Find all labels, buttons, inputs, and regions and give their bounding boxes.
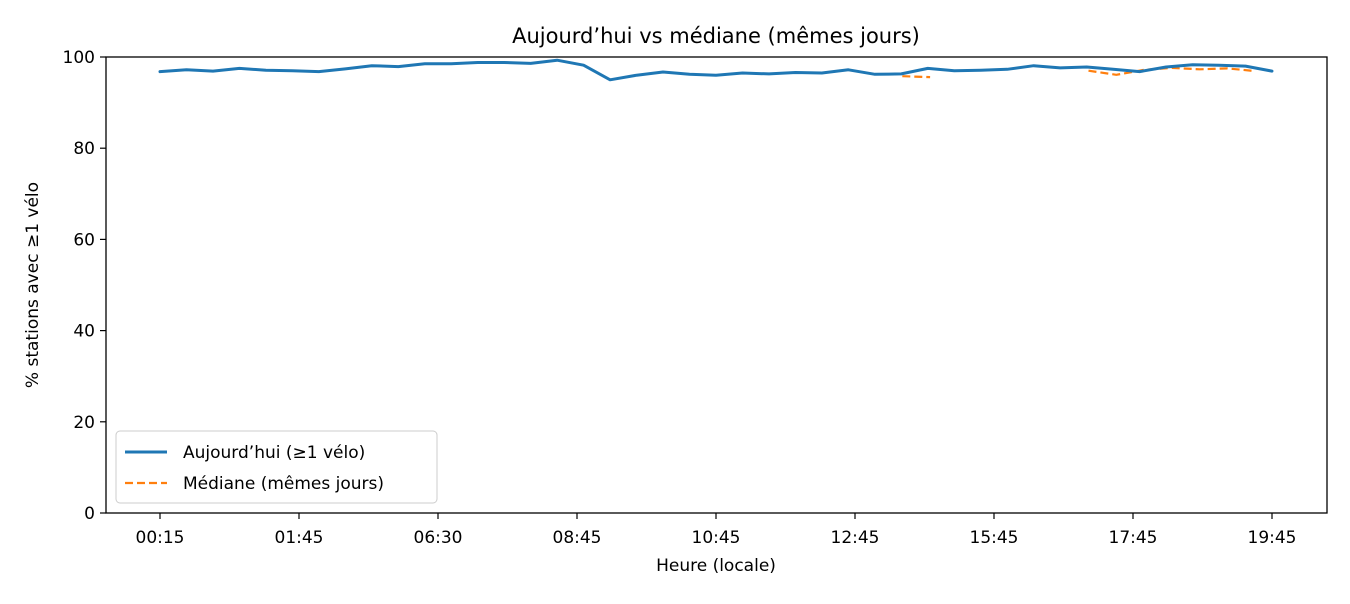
x-tick-label: 10:45 <box>692 528 741 548</box>
y-tick-label: 80 <box>73 139 95 159</box>
legend: Aujourd’hui (≥1 vélo) Médiane (mêmes jou… <box>115 430 438 504</box>
y-tick-label: 60 <box>73 230 95 250</box>
legend-box <box>115 430 438 504</box>
x-tick-label: 08:45 <box>553 528 602 548</box>
legend-label-today: Aujourd’hui (≥1 vélo) <box>183 443 365 463</box>
y-axis-label: % stations avec ≥1 vélo <box>23 182 43 388</box>
x-tick-label: 15:45 <box>970 528 1019 548</box>
series-today-line <box>158 58 1274 82</box>
y-tick-label: 0 <box>84 504 95 524</box>
y-axis: 0 20 40 60 80 100 <box>63 48 106 524</box>
y-tick-label: 100 <box>63 48 95 68</box>
series-median-line <box>902 75 931 79</box>
plot-area <box>158 58 1274 82</box>
x-tick-label: 01:45 <box>275 528 324 548</box>
y-tick-label: 20 <box>73 413 95 433</box>
x-tick-label: 06:30 <box>414 528 463 548</box>
y-tick-label: 40 <box>73 322 95 342</box>
x-tick-label: 17:45 <box>1109 528 1158 548</box>
x-axis-label: Heure (locale) <box>656 556 776 576</box>
legend-label-median: Médiane (mêmes jours) <box>183 474 384 494</box>
chart-title: Aujourd’hui vs médiane (mêmes jours) <box>512 24 920 48</box>
x-axis: 00:15 01:45 06:30 08:45 10:45 12:45 15:45 17:45… <box>136 513 1297 548</box>
x-tick-label: 19:45 <box>1248 528 1297 548</box>
x-tick-label: 12:45 <box>831 528 880 548</box>
x-tick-label: 00:15 <box>136 528 185 548</box>
